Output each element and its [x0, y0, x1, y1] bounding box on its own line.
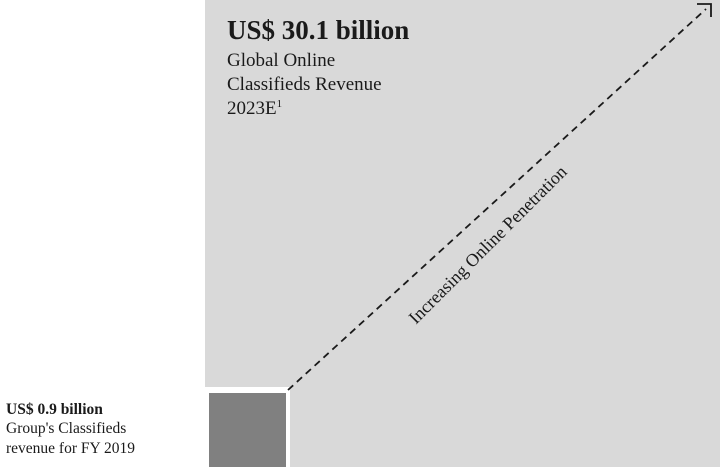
global-market-line-3: 2023E1 — [227, 97, 409, 121]
group-revenue-amount: US$ 0.9 billion — [6, 401, 103, 418]
global-market-description: Global Online Classifieds Revenue 2023E1 — [227, 49, 409, 121]
penetration-arrow-line — [287, 8, 707, 391]
global-market-label: US$ 30.1 billion Global Online Classifie… — [227, 14, 409, 121]
group-revenue-square — [209, 393, 286, 467]
global-market-line-2: Classifieds Revenue — [227, 74, 382, 95]
global-market-square — [205, 0, 720, 467]
group-revenue-line-1: Group's Classifieds — [6, 420, 127, 437]
global-market-line-1: Global Online — [227, 50, 336, 71]
group-revenue-line-2: revenue for FY 2019 — [6, 440, 135, 457]
global-market-year: 2023E — [227, 98, 277, 119]
footnote-marker: 1 — [276, 98, 283, 110]
penetration-arrow-head — [697, 3, 712, 17]
global-market-amount: US$ 30.1 billion — [227, 15, 410, 45]
group-revenue-label: US$ 0.9 billion Group's Classifieds reve… — [6, 401, 135, 459]
